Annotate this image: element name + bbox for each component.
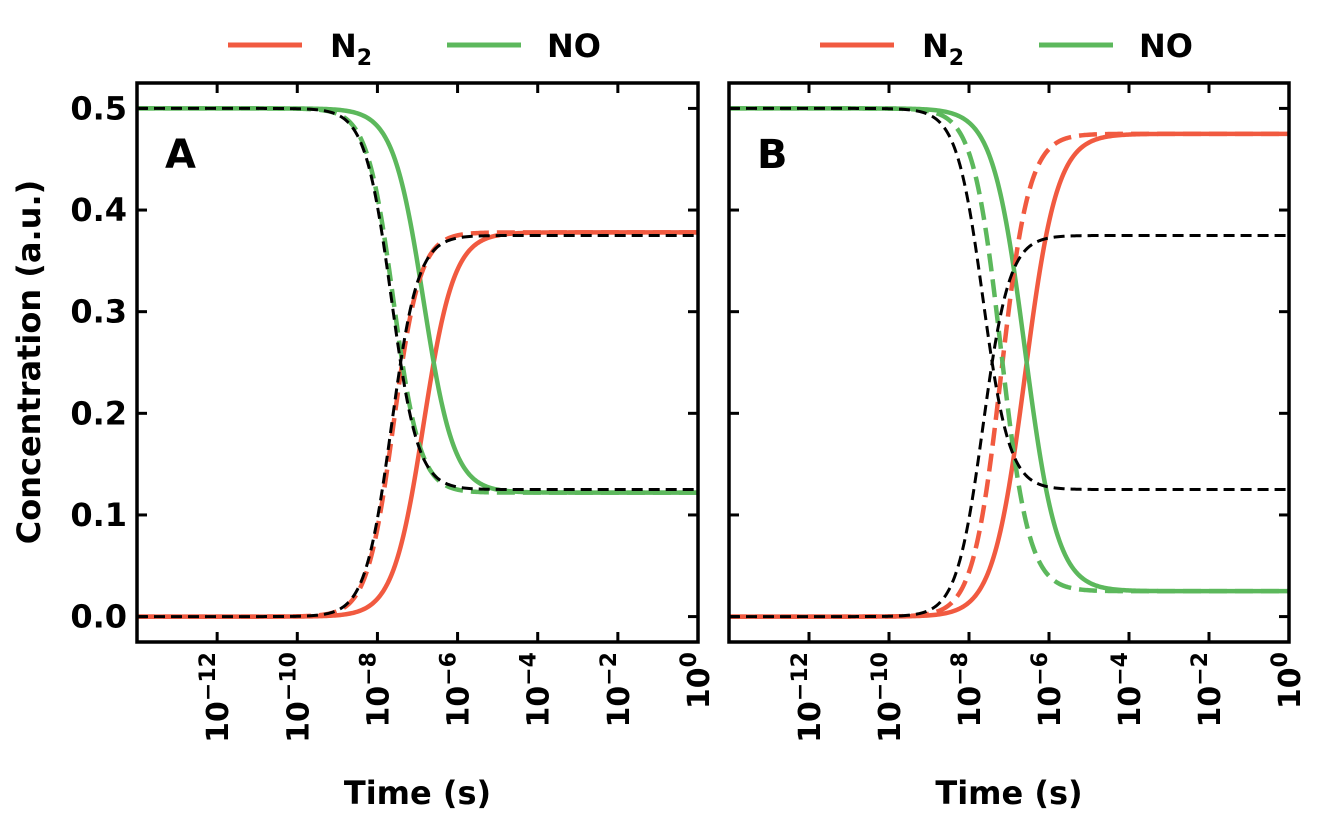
panel-a-y-tick-labels: 0.0 0.1 0.2 0.3 0.4 0.5	[70, 89, 127, 635]
x-tick-label: 100	[677, 652, 717, 709]
x-tick-label: 10−10	[276, 652, 316, 743]
x-tick-label: 10−6	[437, 652, 477, 728]
panel-b-letter: B	[757, 132, 788, 178]
series-no	[729, 106, 1289, 594]
panel-a-curves	[137, 106, 698, 619]
panel-b-curves	[729, 106, 1289, 619]
panel-a-letter: A	[165, 132, 196, 178]
legend-n2-label: N2	[330, 27, 372, 71]
series-reference-n2	[137, 233, 698, 619]
x-tick-label: 10−2	[1188, 652, 1228, 728]
series-n2-dashed	[137, 230, 698, 619]
series-reference-n2	[729, 233, 1289, 619]
series-no	[137, 106, 698, 495]
series-n2	[137, 230, 698, 619]
y-tick-label: 0.0	[70, 598, 127, 636]
series-n2-dashed	[729, 131, 1289, 619]
series-no-dashed	[137, 106, 698, 495]
series-reference-no	[729, 106, 1289, 492]
panel-b: B 10−12 10−10 10−8 10−6 10−4 10−2 100 Time (s)	[727, 81, 1308, 812]
legend-no-label: NO	[1139, 27, 1193, 65]
x-tick-label: 10−12	[196, 652, 236, 743]
legend-b: N2 NO	[820, 27, 1193, 71]
panel-b-x-tick-labels: 10−12 10−10 10−8 10−6 10−4 10−2 100	[788, 652, 1308, 743]
x-tick-label: 10−4	[1108, 652, 1148, 728]
y-axis-label: Concentration (a.u.)	[10, 180, 48, 544]
x-tick-label: 10−4	[517, 652, 557, 728]
series-reference-no	[137, 106, 698, 492]
series-no-dashed	[729, 106, 1289, 594]
x-tick-label: 10−12	[788, 652, 828, 743]
x-tick-label: 100	[1268, 652, 1308, 709]
panel-b-x-axis-label: Time (s)	[935, 774, 1082, 812]
legend-n2-label: N2	[922, 27, 964, 71]
legend-a: N2 NO	[228, 27, 601, 71]
x-tick-label: 10−6	[1028, 652, 1068, 728]
x-tick-label: 10−10	[868, 652, 908, 743]
panel-a-x-axis-label: Time (s)	[344, 774, 491, 812]
x-tick-label: 10−8	[356, 652, 396, 728]
panel-a-ticks	[137, 83, 700, 642]
panel-a-frame	[135, 81, 700, 644]
y-tick-label: 0.2	[70, 394, 127, 432]
y-tick-label: 0.4	[70, 191, 127, 229]
x-tick-label: 10−2	[597, 652, 637, 728]
legend-no-label: NO	[547, 27, 601, 65]
panel-a-x-tick-labels: 10−12 10−10 10−8 10−6 10−4 10−2 100	[196, 652, 717, 743]
y-tick-label: 0.1	[70, 496, 127, 534]
panel-b-frame	[727, 81, 1291, 644]
panel-b-ticks	[729, 83, 1291, 642]
x-tick-label: 10−8	[948, 652, 988, 728]
series-n2	[729, 131, 1289, 619]
y-tick-label: 0.5	[70, 89, 127, 127]
y-tick-label: 0.3	[70, 293, 127, 331]
